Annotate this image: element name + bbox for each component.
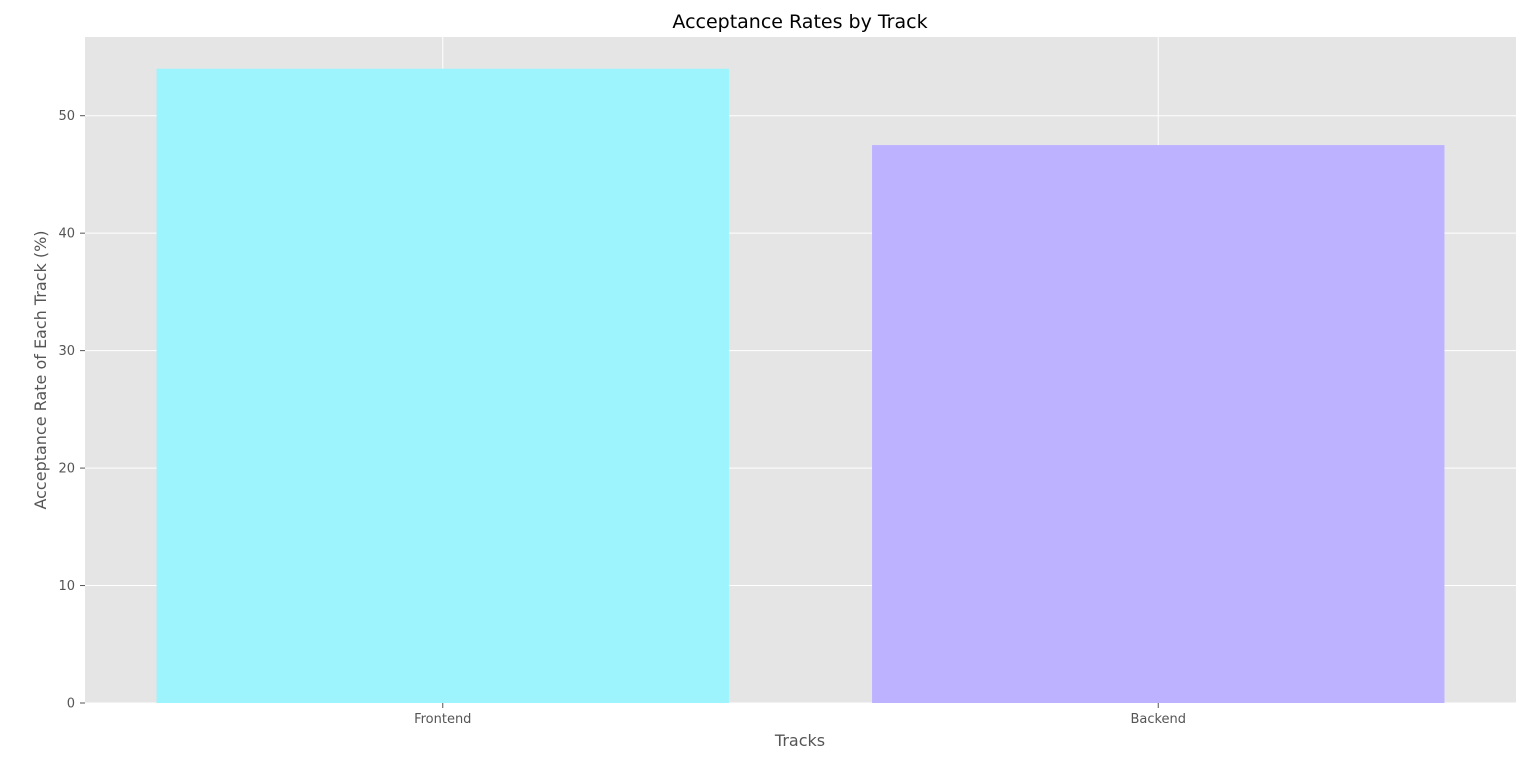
- bar-frontend: [156, 68, 729, 703]
- y-tick-label: 20: [58, 462, 75, 477]
- chart-title: Acceptance Rates by Track: [672, 11, 927, 33]
- bars: [156, 68, 1445, 704]
- y-tick-label: 30: [58, 344, 75, 359]
- y-axis-ticks: 0 10 20 30 40 50: [58, 109, 85, 712]
- x-tick-label: Frontend: [414, 712, 471, 727]
- y-tick-label: 40: [58, 227, 75, 242]
- y-tick-label: 50: [58, 109, 75, 124]
- x-tick-label: Backend: [1130, 712, 1186, 727]
- x-axis-ticks: Frontend Backend: [414, 703, 1186, 727]
- y-axis-label: Acceptance Rate of Each Track (%): [31, 230, 50, 509]
- x-axis-label: Tracks: [774, 731, 825, 750]
- y-tick-label: 0: [67, 697, 75, 712]
- y-tick-label: 10: [58, 579, 75, 594]
- bar-backend: [872, 145, 1445, 704]
